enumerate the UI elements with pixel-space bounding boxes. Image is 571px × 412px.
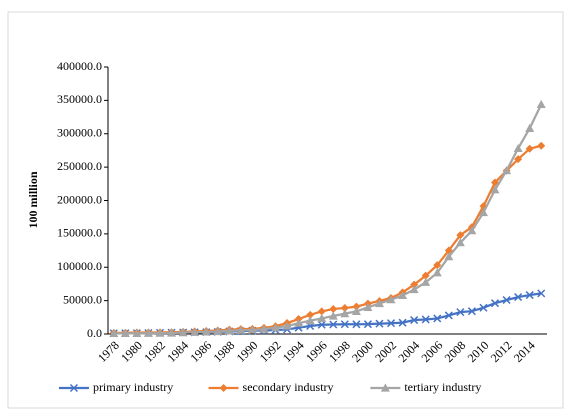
- marker: [478, 207, 488, 217]
- y-tick-label: 100000.0: [57, 259, 102, 273]
- marker: [306, 310, 315, 319]
- y-tick-label: 250000.0: [57, 159, 102, 173]
- marker: [305, 316, 315, 325]
- y-tick-label: 150000.0: [57, 226, 102, 240]
- marker: [410, 316, 419, 325]
- marker: [143, 328, 153, 337]
- y-tick-label: 400000.0: [57, 59, 102, 73]
- marker: [514, 155, 523, 164]
- marker: [525, 144, 534, 153]
- marker: [317, 307, 326, 316]
- marker: [444, 311, 453, 320]
- marker: [294, 318, 304, 327]
- marker: [224, 326, 234, 335]
- marker: [236, 325, 246, 334]
- legend-label: tertiary industry: [404, 380, 481, 394]
- marker: [282, 321, 292, 330]
- marker: [328, 311, 338, 320]
- marker: [421, 277, 431, 286]
- marker: [433, 261, 442, 270]
- marker: [351, 306, 361, 315]
- marker: [374, 298, 384, 308]
- marker: [513, 143, 523, 153]
- marker: [132, 328, 142, 337]
- marker: [352, 302, 361, 311]
- marker: [340, 303, 349, 312]
- marker: [409, 285, 419, 294]
- marker: [363, 302, 373, 311]
- y-tick-label: 0.0: [87, 326, 102, 340]
- marker: [219, 384, 228, 392]
- marker: [536, 99, 546, 108]
- marker: [375, 319, 384, 328]
- marker: [69, 383, 78, 393]
- marker: [201, 327, 211, 336]
- marker: [421, 271, 430, 280]
- marker: [455, 238, 465, 247]
- marker: [213, 327, 223, 336]
- marker: [247, 325, 257, 334]
- marker: [363, 320, 372, 329]
- y-tick-label: 300000.0: [57, 126, 102, 140]
- marker: [317, 313, 327, 323]
- marker: [490, 185, 500, 194]
- marker: [329, 320, 338, 329]
- marker: [421, 315, 430, 324]
- marker: [398, 290, 408, 300]
- marker: [109, 328, 119, 337]
- marker: [340, 320, 349, 329]
- marker: [456, 231, 465, 240]
- marker: [467, 226, 477, 235]
- marker: [456, 308, 465, 317]
- y-tick-label: 350000.0: [57, 92, 102, 106]
- marker: [444, 252, 454, 261]
- marker: [387, 319, 396, 328]
- marker: [514, 293, 523, 302]
- marker: [340, 309, 350, 318]
- marker: [479, 303, 488, 312]
- chart-border: [7, 11, 564, 409]
- y-tick-label: 200000.0: [57, 192, 102, 206]
- marker: [352, 320, 361, 329]
- marker: [271, 323, 281, 332]
- marker: [467, 307, 476, 316]
- marker: [155, 328, 165, 337]
- legend-label: primary industry: [93, 380, 173, 394]
- marker: [537, 289, 546, 298]
- marker: [410, 280, 419, 289]
- y-axis-label: 100 million: [26, 171, 40, 228]
- marker: [190, 327, 200, 336]
- y-tick-label: 50000.0: [63, 292, 102, 306]
- marker: [525, 291, 534, 300]
- marker: [380, 383, 390, 392]
- marker: [329, 304, 338, 313]
- marker: [178, 328, 188, 337]
- marker: [120, 328, 130, 338]
- marker: [525, 123, 535, 132]
- marker: [433, 314, 442, 323]
- marker: [398, 318, 407, 327]
- marker: [386, 295, 396, 304]
- marker: [537, 141, 546, 150]
- marker: [502, 295, 511, 305]
- marker: [259, 324, 269, 333]
- marker: [317, 320, 326, 329]
- marker: [490, 299, 500, 308]
- marker: [432, 268, 442, 277]
- marker: [502, 166, 512, 175]
- marker: [444, 246, 453, 255]
- legend-label: secondary industry: [243, 380, 334, 394]
- marker: [167, 328, 177, 337]
